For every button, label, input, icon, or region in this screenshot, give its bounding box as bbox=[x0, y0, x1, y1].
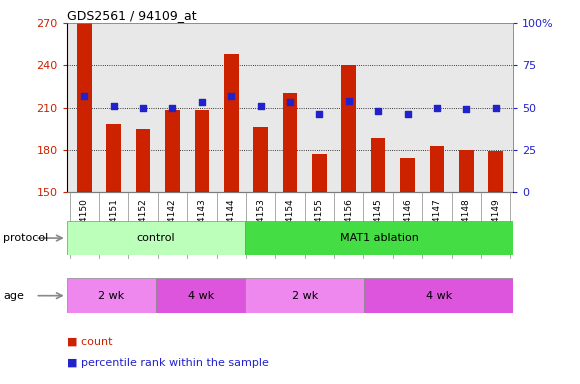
Text: 4 wk: 4 wk bbox=[187, 291, 214, 301]
Bar bbox=[400, 158, 415, 192]
Text: GSM154155: GSM154155 bbox=[315, 198, 324, 253]
Bar bbox=[459, 150, 474, 192]
Bar bbox=[245, 221, 513, 255]
Text: GSM154142: GSM154142 bbox=[168, 198, 177, 253]
Point bbox=[432, 104, 441, 111]
Point bbox=[109, 103, 118, 109]
Point bbox=[227, 93, 236, 99]
Bar bbox=[245, 278, 364, 313]
Bar bbox=[156, 278, 245, 313]
Point bbox=[462, 106, 471, 112]
Point bbox=[79, 93, 89, 99]
Bar bbox=[253, 127, 268, 192]
Point bbox=[139, 104, 148, 111]
Point bbox=[491, 104, 501, 111]
Point bbox=[256, 103, 265, 109]
Bar bbox=[136, 129, 150, 192]
Text: protocol: protocol bbox=[3, 233, 48, 243]
Bar bbox=[371, 139, 386, 192]
Bar bbox=[67, 221, 245, 255]
Bar bbox=[77, 23, 92, 192]
Text: MAT1 ablation: MAT1 ablation bbox=[340, 233, 419, 243]
Bar bbox=[488, 151, 503, 192]
Text: GSM154150: GSM154150 bbox=[80, 198, 89, 253]
Text: GSM154149: GSM154149 bbox=[491, 198, 500, 253]
Point bbox=[374, 108, 383, 114]
Text: control: control bbox=[137, 233, 175, 243]
Point bbox=[315, 111, 324, 118]
Point bbox=[197, 99, 206, 106]
Point bbox=[285, 99, 295, 106]
Bar bbox=[224, 54, 238, 192]
Text: GSM154147: GSM154147 bbox=[433, 198, 441, 253]
Text: GSM154145: GSM154145 bbox=[374, 198, 383, 253]
Text: GSM154152: GSM154152 bbox=[139, 198, 147, 253]
Text: GSM154146: GSM154146 bbox=[403, 198, 412, 253]
Bar bbox=[282, 93, 298, 192]
Text: 4 wk: 4 wk bbox=[426, 291, 452, 301]
Text: GSM154148: GSM154148 bbox=[462, 198, 471, 253]
Point bbox=[344, 98, 353, 104]
Text: ■ count: ■ count bbox=[67, 337, 112, 347]
Text: GSM154151: GSM154151 bbox=[109, 198, 118, 253]
Text: 2 wk: 2 wk bbox=[98, 291, 125, 301]
Text: GSM154143: GSM154143 bbox=[197, 198, 206, 253]
Text: GSM154156: GSM154156 bbox=[345, 198, 353, 253]
Bar bbox=[106, 124, 121, 192]
Text: GSM154144: GSM154144 bbox=[227, 198, 235, 253]
Bar bbox=[194, 110, 209, 192]
Bar bbox=[165, 110, 180, 192]
Text: ■ percentile rank within the sample: ■ percentile rank within the sample bbox=[67, 358, 269, 368]
Bar bbox=[312, 154, 327, 192]
Text: 2 wk: 2 wk bbox=[292, 291, 318, 301]
Point bbox=[403, 111, 412, 118]
Text: GSM154154: GSM154154 bbox=[285, 198, 295, 253]
Text: age: age bbox=[3, 291, 24, 301]
Bar bbox=[67, 278, 156, 313]
Point bbox=[168, 104, 177, 111]
Text: GDS2561 / 94109_at: GDS2561 / 94109_at bbox=[67, 9, 196, 22]
Bar bbox=[364, 278, 513, 313]
Text: GSM154153: GSM154153 bbox=[256, 198, 265, 253]
Bar bbox=[342, 65, 356, 192]
Bar bbox=[430, 146, 444, 192]
